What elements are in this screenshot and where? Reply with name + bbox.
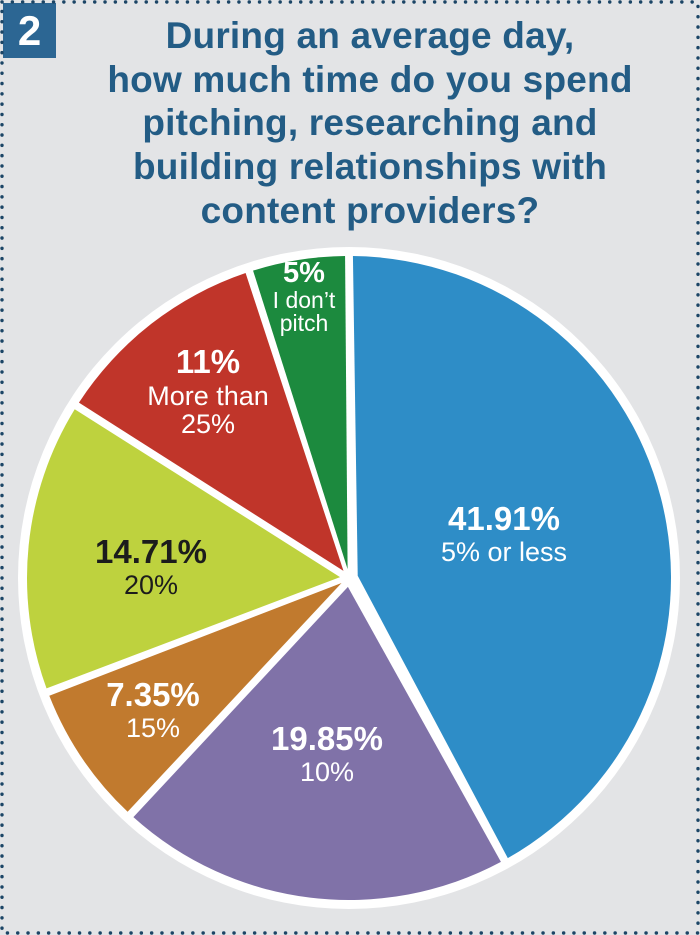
svg-text:5%: 5% bbox=[283, 257, 325, 289]
svg-text:pitch: pitch bbox=[280, 310, 329, 336]
svg-text:5% or less: 5% or less bbox=[441, 537, 567, 567]
svg-text:25%: 25% bbox=[181, 409, 235, 439]
svg-text:7.35%: 7.35% bbox=[106, 676, 200, 713]
svg-text:15%: 15% bbox=[126, 713, 180, 743]
svg-text:14.71%: 14.71% bbox=[95, 533, 207, 570]
svg-text:41.91%: 41.91% bbox=[448, 500, 560, 537]
svg-text:20%: 20% bbox=[124, 570, 178, 600]
svg-text:More than: More than bbox=[147, 381, 269, 411]
svg-text:11%: 11% bbox=[176, 343, 240, 380]
svg-text:19.85%: 19.85% bbox=[271, 720, 383, 757]
svg-text:10%: 10% bbox=[300, 757, 354, 787]
